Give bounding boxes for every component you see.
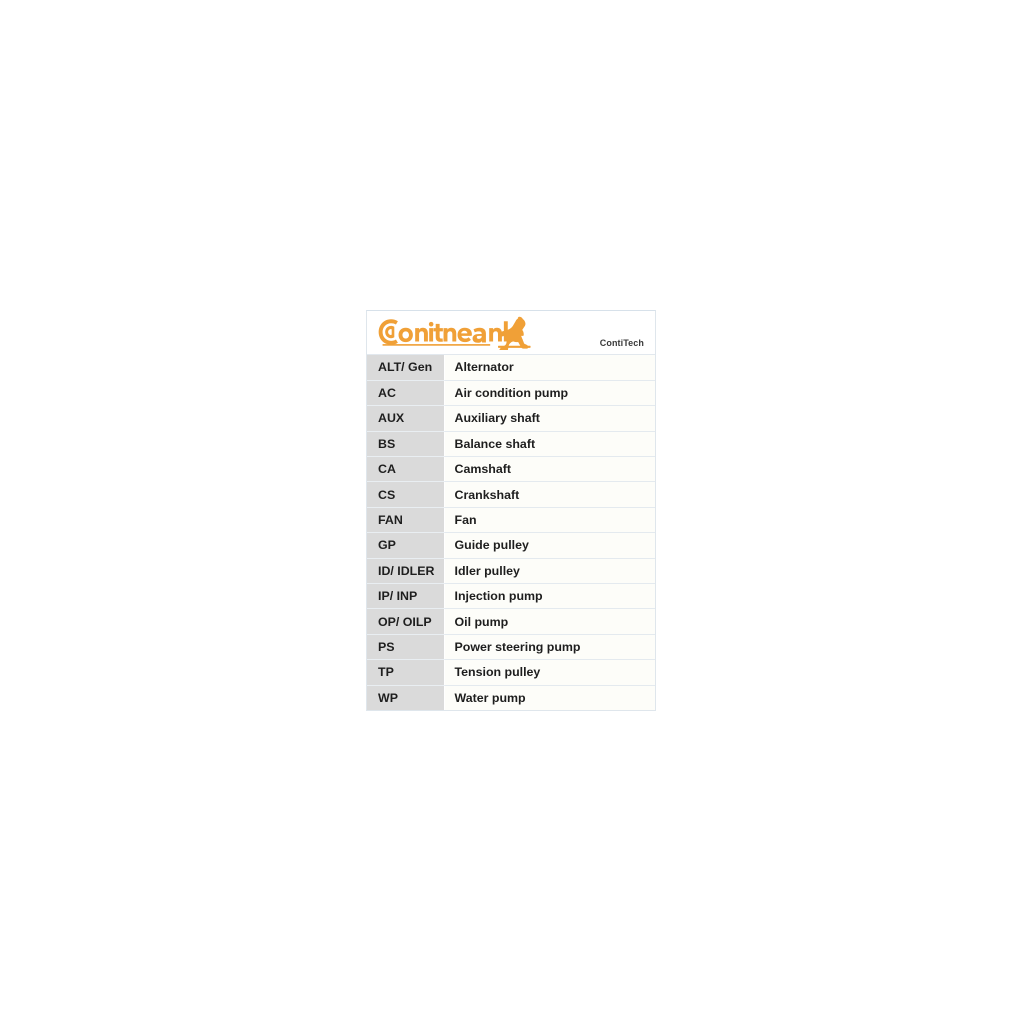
- sub-brand-label: ContiTech: [599, 338, 644, 348]
- abbreviation-description: Auxiliary shaft: [443, 405, 655, 432]
- table-row: BS Balance shaft: [367, 431, 655, 458]
- abbreviation-description: Tension pulley: [443, 659, 655, 686]
- abbreviation-code: WP: [367, 685, 444, 711]
- abbreviation-description: Air condition pump: [443, 380, 655, 407]
- abbreviation-code: OP/ OILP: [367, 608, 444, 635]
- abbreviation-table-body: ALT/ Gen Alternator AC Air condition pum…: [367, 355, 655, 711]
- abbreviation-description: Alternator: [443, 355, 655, 381]
- abbreviation-code: BS: [367, 431, 444, 458]
- abbreviation-description: Crankshaft: [443, 481, 655, 508]
- abbreviation-code: GP: [367, 532, 444, 559]
- abbreviation-description: Oil pump: [443, 608, 655, 635]
- table-row: CA Camshaft: [367, 456, 655, 483]
- abbreviation-code: AC: [367, 380, 444, 407]
- table-row: AUX Auxiliary shaft: [367, 405, 655, 432]
- table-row: ALT/ Gen Alternator: [367, 355, 655, 381]
- table-row: AC Air condition pump: [367, 380, 655, 407]
- table-row: CS Crankshaft: [367, 481, 655, 508]
- abbreviation-description: Idler pulley: [443, 558, 655, 585]
- table-row: ID/ IDLER Idler pulley: [367, 558, 655, 585]
- abbreviation-description: Water pump: [443, 685, 655, 711]
- abbreviation-description: Guide pulley: [443, 532, 655, 559]
- abbreviation-code: PS: [367, 634, 444, 661]
- table-row: PS Power steering pump: [367, 634, 655, 661]
- abbreviation-description: Injection pump: [443, 583, 655, 610]
- abbreviation-code: TP: [367, 659, 444, 686]
- abbreviation-code: IP/ INP: [367, 583, 444, 610]
- abbreviation-code: FAN: [367, 507, 444, 534]
- brand-header: ContiTech: [367, 311, 655, 355]
- continental-horse-icon: [498, 316, 531, 350]
- abbreviation-description: Balance shaft: [443, 431, 655, 458]
- table-row: WP Water pump: [367, 685, 655, 711]
- abbreviation-table: ALT/ Gen Alternator AC Air condition pum…: [367, 355, 655, 711]
- abbreviation-description: Power steering pump: [443, 634, 655, 661]
- table-row: GP Guide pulley: [367, 532, 655, 559]
- continental-logo: [378, 319, 524, 346]
- table-row: FAN Fan: [367, 507, 655, 534]
- abbreviation-code: CA: [367, 456, 444, 483]
- table-row: IP/ INP Injection pump: [367, 583, 655, 610]
- abbreviation-code: CS: [367, 481, 444, 508]
- abbreviation-code: ALT/ Gen: [367, 355, 444, 381]
- abbreviation-description: Fan: [443, 507, 655, 534]
- table-row: TP Tension pulley: [367, 659, 655, 686]
- abbreviation-code: ID/ IDLER: [367, 558, 444, 585]
- abbreviation-code: AUX: [367, 405, 444, 432]
- abbreviation-legend-card: ContiTech ALT/ Gen Alternator AC Air con…: [366, 310, 656, 712]
- abbreviation-description: Camshaft: [443, 456, 655, 483]
- table-row: OP/ OILP Oil pump: [367, 608, 655, 635]
